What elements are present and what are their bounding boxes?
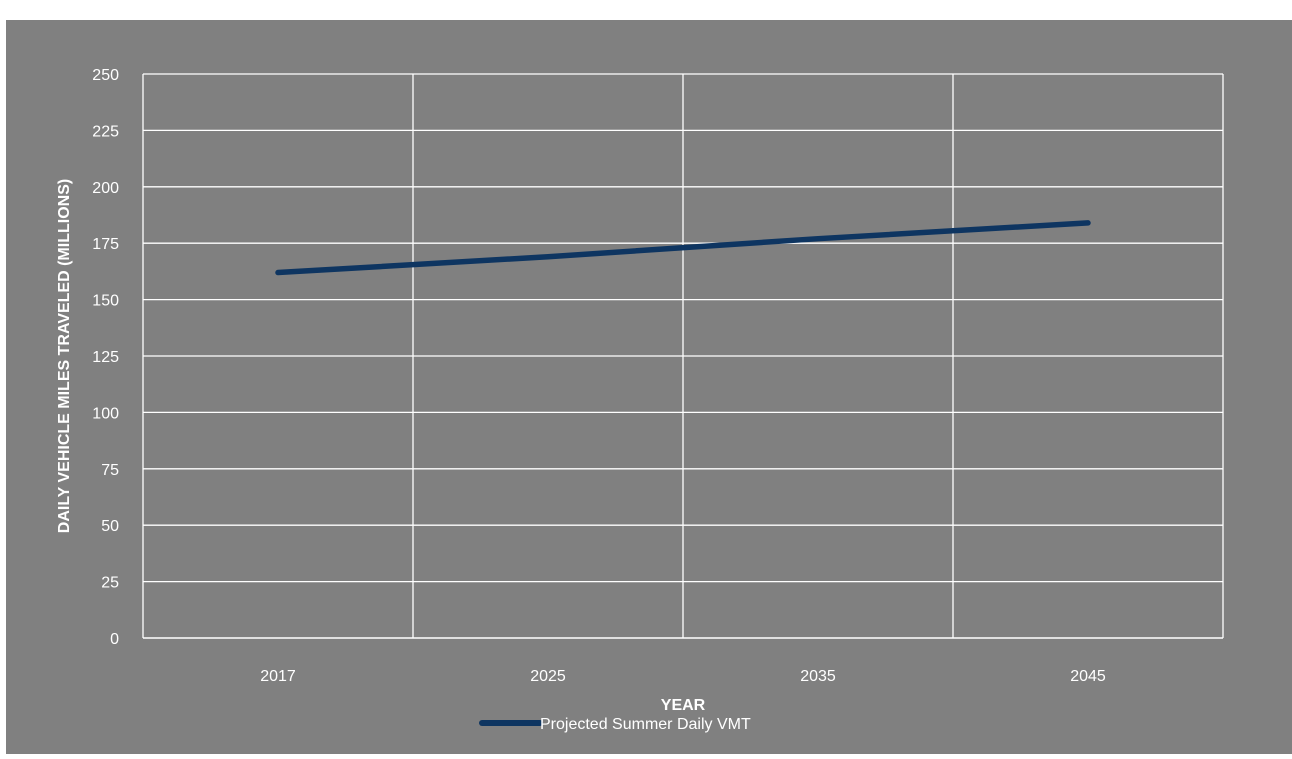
legend: Projected Summer Daily VMT xyxy=(479,716,751,733)
y-tick-label: 125 xyxy=(92,349,119,366)
series-line xyxy=(275,220,1091,276)
x-tick-label: 2025 xyxy=(530,668,566,685)
y-tick-label: 200 xyxy=(92,180,119,197)
x-axis-title: YEAR xyxy=(661,697,706,714)
y-tick-label: 25 xyxy=(101,575,119,592)
y-axis-title: DAILY VEHICLE MILES TRAVELED (MILLIONS) xyxy=(56,179,73,533)
x-tick-label: 2017 xyxy=(260,668,296,685)
x-tick-labels: 2017 2025 2035 2045 xyxy=(260,668,1106,685)
y-tick-label: 0 xyxy=(110,631,119,648)
x-tick-label: 2035 xyxy=(800,668,836,685)
chart-panel xyxy=(6,20,1292,754)
y-tick-labels: 0 25 50 75 100 125 150 175 200 225 250 xyxy=(92,67,119,648)
legend-label: Projected Summer Daily VMT xyxy=(540,716,751,733)
y-tick-label: 100 xyxy=(92,405,119,422)
y-tick-label: 250 xyxy=(92,67,119,84)
gridlines xyxy=(142,73,1224,639)
x-tick-label: 2045 xyxy=(1070,668,1106,685)
y-tick-label: 75 xyxy=(101,462,119,479)
y-tick-label: 50 xyxy=(101,518,119,535)
y-tick-label: 225 xyxy=(92,123,119,140)
y-tick-label: 175 xyxy=(92,236,119,253)
y-tick-label: 150 xyxy=(92,293,119,310)
series-group xyxy=(275,220,1091,276)
